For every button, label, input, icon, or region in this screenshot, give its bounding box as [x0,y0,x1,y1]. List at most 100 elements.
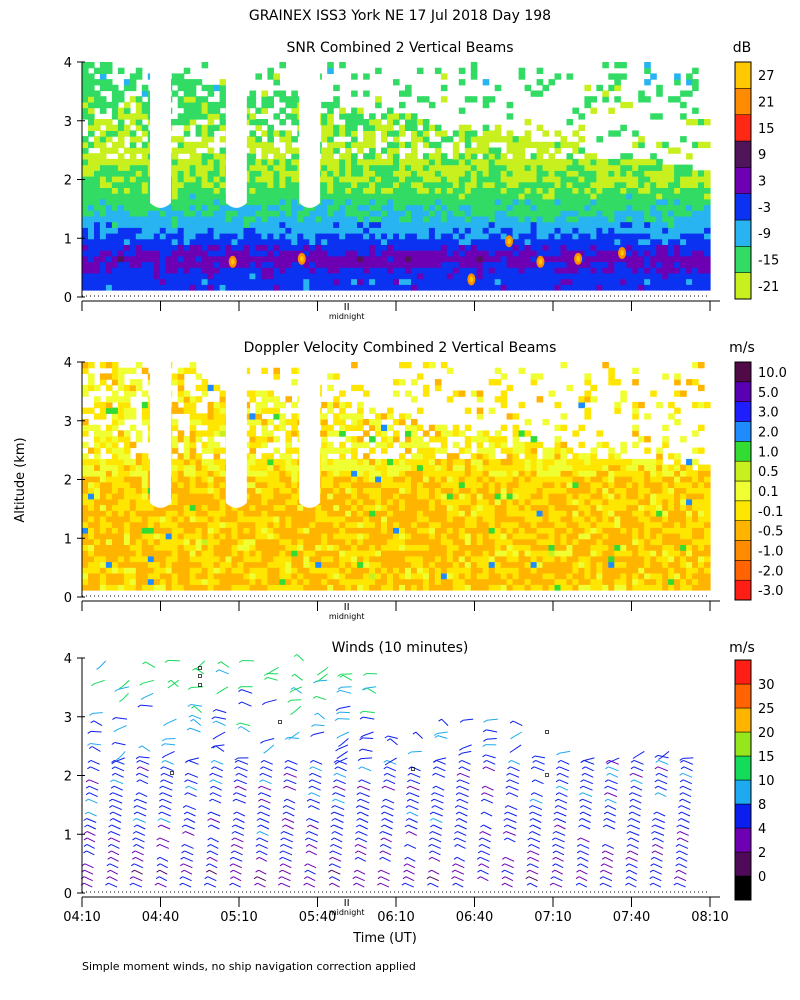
snr-cell [111,193,119,200]
snr-cell [99,67,107,74]
snr-cell [189,187,197,194]
doppler-cell [153,521,161,528]
doppler-cell [123,584,131,591]
snr-cell [482,170,490,177]
snr-cell [255,136,262,143]
snr-cell [518,210,526,217]
snr-cell [273,164,280,171]
snr-cell [99,79,107,86]
snr-cell [518,272,526,280]
snr-cell [399,238,406,245]
doppler-cell [393,379,400,386]
snr-cell [548,153,556,160]
doppler-cell [405,561,412,568]
snr-cell [692,261,699,268]
snr-cell [381,221,388,228]
snr-cell [333,101,340,109]
doppler-cell [153,527,161,534]
snr-cell [129,147,137,154]
snr-cell [94,238,101,245]
doppler-cell [267,572,274,580]
doppler-cell [351,555,358,563]
snr-cell [614,96,621,103]
doppler-cell [171,373,179,380]
snr-cell [422,136,430,143]
snr-cell [267,101,274,109]
snr-cell [434,215,442,223]
snr-cell [446,238,454,245]
doppler-cell [189,572,197,580]
doppler-cell [219,464,227,471]
doppler-cell [411,476,418,483]
snr-cell [363,124,370,131]
doppler-cell [375,458,382,466]
snr-cell [381,147,388,154]
snr-cell [111,272,119,280]
snr-cell [542,170,550,177]
snr-cell [393,170,400,177]
snr-cell [686,233,693,240]
snr-cell [88,107,95,114]
doppler-cell [321,561,328,568]
snr-cell [237,227,245,234]
snr-cell [177,244,185,251]
snr-cell [578,176,585,183]
doppler-cell [357,476,364,483]
data-gap [225,62,247,208]
snr-cell [620,176,627,183]
snr-cell [416,130,424,137]
snr-cell [446,176,454,183]
doppler-cell [111,555,119,563]
doppler-cell [363,419,370,426]
doppler-cell [285,515,292,523]
snr-cell [554,193,562,200]
snr-cell [303,278,310,285]
doppler-cell [213,441,221,449]
snr-cell [171,153,179,160]
snr-cell [470,153,478,160]
snr-cell [530,278,538,285]
doppler-cell [416,544,424,551]
snr-cell [614,244,621,251]
snr-cell [201,227,209,234]
snr-cell [536,244,544,251]
snr-cell [111,101,119,109]
doppler-cell [381,413,388,420]
snr-cell [82,181,89,188]
doppler-cell [339,584,346,591]
doppler-cell [369,550,376,557]
snr-cell [147,267,155,274]
snr-cell [237,261,245,268]
snr-cell [195,187,203,194]
snr-cell [333,267,340,274]
snr-cell [279,244,286,251]
doppler-cell [249,550,257,557]
doppler-cell [207,493,215,500]
snr-cell [399,255,406,263]
doppler-cell [213,510,221,517]
snr-cell [327,187,334,194]
snr-cell [345,147,352,154]
doppler-cell [399,493,406,500]
doppler-cell [267,464,274,471]
snr-cell [267,198,274,206]
snr-cell [351,176,358,183]
snr-cell [219,119,227,126]
snr-cell [255,238,262,245]
snr-cell [219,244,227,251]
snr-cell [686,227,693,234]
snr-cell [668,272,675,280]
doppler-cell [333,464,340,471]
doppler-cell [82,487,89,494]
doppler-cell [393,436,400,443]
snr-cell [327,67,334,74]
snr-cell [255,261,262,268]
doppler-cell [339,572,346,580]
snr-cell [135,136,143,143]
snr-cell [584,284,591,291]
snr-cell [416,176,424,183]
snr-cell [494,227,502,234]
snr-cell [363,170,370,177]
snr-cell [476,227,484,234]
snr-cell [698,198,705,206]
